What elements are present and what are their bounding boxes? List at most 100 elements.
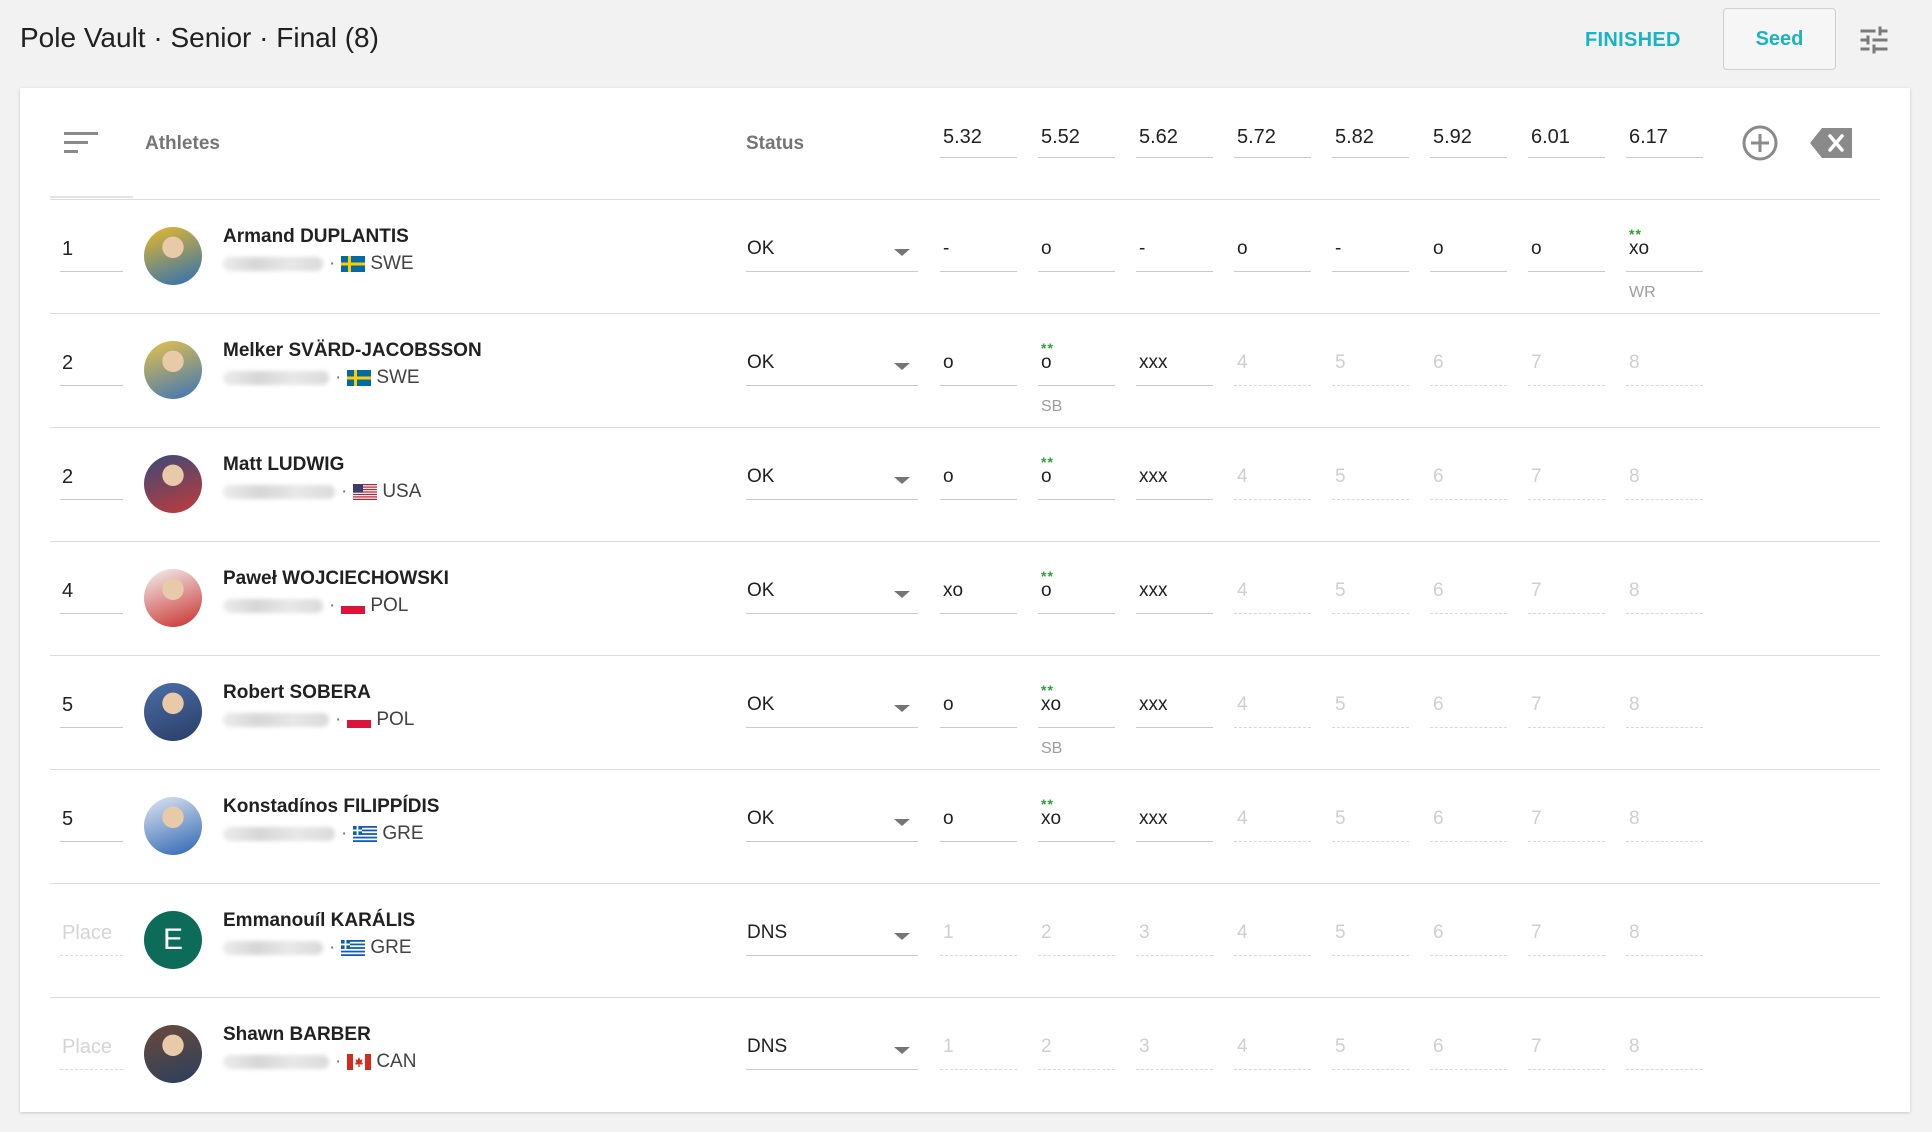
attempt-cell[interactable]: 4 — [1234, 694, 1311, 728]
add-circle-icon[interactable] — [1741, 124, 1779, 162]
attempt-cell[interactable]: 7 — [1528, 694, 1605, 728]
attempt-cell[interactable]: 4 — [1234, 466, 1311, 500]
height-cell[interactable]: 6.01 — [1528, 126, 1605, 158]
attempt-cell[interactable]: o — [940, 466, 1017, 500]
attempt-cell[interactable]: 7 — [1528, 466, 1605, 500]
attempt-cell[interactable]: 3 — [1136, 922, 1213, 956]
attempt-cell[interactable]: 2 — [1038, 922, 1115, 956]
attempt-cell[interactable]: xo — [940, 580, 1017, 614]
attempt-cell[interactable]: o — [1038, 580, 1115, 614]
athlete-name[interactable]: Robert SOBERA — [223, 682, 371, 703]
attempt-cell[interactable]: 1 — [940, 1036, 1017, 1070]
place-input[interactable]: 2 — [60, 352, 123, 386]
attempt-cell[interactable]: - — [1332, 238, 1409, 272]
attempt-cell[interactable]: xxx — [1136, 694, 1213, 728]
height-cell[interactable]: 6.17 — [1626, 126, 1703, 158]
height-cell[interactable]: 5.72 — [1234, 126, 1311, 158]
height-cell[interactable]: 5.32 — [940, 126, 1017, 158]
attempt-cell[interactable]: 1 — [940, 922, 1017, 956]
attempt-cell[interactable]: 7 — [1528, 922, 1605, 956]
attempt-cell[interactable]: o — [1038, 238, 1115, 272]
attempt-cell[interactable]: 5 — [1332, 466, 1409, 500]
attempt-cell[interactable]: 4 — [1234, 922, 1311, 956]
status-select[interactable]: OK — [746, 352, 918, 386]
attempt-cell[interactable]: o — [1430, 238, 1507, 272]
attempt-cell[interactable]: 4 — [1234, 1036, 1311, 1070]
status-select[interactable]: DNS — [746, 922, 918, 956]
status-select[interactable]: OK — [746, 580, 918, 614]
tune-icon[interactable] — [1856, 22, 1892, 58]
attempt-cell[interactable]: 7 — [1528, 1036, 1605, 1070]
attempt-cell[interactable]: o — [940, 694, 1017, 728]
attempt-cell[interactable]: o — [940, 352, 1017, 386]
place-input[interactable]: 4 — [60, 580, 123, 614]
attempt-cell[interactable]: 6 — [1430, 808, 1507, 842]
place-input[interactable]: Place — [60, 922, 123, 956]
attempt-cell[interactable]: 8 — [1626, 922, 1703, 956]
seed-button[interactable]: Seed — [1723, 8, 1836, 70]
attempt-cell[interactable]: 6 — [1430, 466, 1507, 500]
athlete-name[interactable]: Melker SVÄRD-JACOBSSON — [223, 340, 482, 361]
attempt-cell[interactable]: 8 — [1626, 466, 1703, 500]
attempt-cell[interactable]: xo — [1038, 694, 1115, 728]
attempt-cell[interactable]: 8 — [1626, 694, 1703, 728]
attempt-cell[interactable]: - — [1136, 238, 1213, 272]
backspace-icon[interactable] — [1810, 126, 1854, 160]
attempt-cell[interactable]: xxx — [1136, 580, 1213, 614]
height-cell[interactable]: 5.62 — [1136, 126, 1213, 158]
height-cell[interactable]: 5.52 — [1038, 126, 1115, 158]
athlete-name[interactable]: Emmanouíl KARÁLIS — [223, 910, 416, 931]
height-cell[interactable]: 5.92 — [1430, 126, 1507, 158]
attempt-cell[interactable]: 8 — [1626, 808, 1703, 842]
attempt-cell[interactable]: 5 — [1332, 580, 1409, 614]
attempt-cell[interactable]: 8 — [1626, 1036, 1703, 1070]
attempt-cell[interactable]: 2 — [1038, 1036, 1115, 1070]
attempt-cell[interactable]: 7 — [1528, 580, 1605, 614]
attempt-cell[interactable]: 4 — [1234, 808, 1311, 842]
attempt-cell[interactable]: 5 — [1332, 808, 1409, 842]
attempt-cell[interactable]: xo — [1038, 808, 1115, 842]
attempt-cell[interactable]: 5 — [1332, 352, 1409, 386]
athlete-name[interactable]: Armand DUPLANTIS — [223, 226, 409, 247]
status-select[interactable]: OK — [746, 808, 918, 842]
attempt-cell[interactable]: 4 — [1234, 580, 1311, 614]
place-input[interactable]: 5 — [60, 808, 123, 842]
attempt-cell[interactable]: 6 — [1430, 922, 1507, 956]
attempt-cell[interactable]: o — [1234, 238, 1311, 272]
status-select[interactable]: OK — [746, 238, 918, 272]
athlete-name[interactable]: Paweł WOJCIECHOWSKI — [223, 568, 449, 589]
attempt-cell[interactable]: 6 — [1430, 694, 1507, 728]
attempt-cell[interactable]: 4 — [1234, 352, 1311, 386]
attempt-cell[interactable]: 8 — [1626, 352, 1703, 386]
athlete-name[interactable]: Shawn BARBER — [223, 1024, 371, 1045]
height-cell[interactable]: 5.82 — [1332, 126, 1409, 158]
attempt-cell[interactable]: 6 — [1430, 580, 1507, 614]
attempt-cell[interactable]: 7 — [1528, 352, 1605, 386]
athlete-name[interactable]: Konstadínos FILIPPÍDIS — [223, 796, 440, 817]
attempt-cell[interactable]: o — [1038, 352, 1115, 386]
attempt-cell[interactable]: o — [1528, 238, 1605, 272]
sort-icon[interactable] — [64, 130, 100, 156]
attempt-cell[interactable]: xxx — [1136, 808, 1213, 842]
attempt-cell[interactable]: 7 — [1528, 808, 1605, 842]
place-input[interactable]: Place — [60, 1036, 123, 1070]
status-select[interactable]: OK — [746, 466, 918, 500]
attempt-cell[interactable]: 3 — [1136, 1036, 1213, 1070]
place-input[interactable]: 5 — [60, 694, 123, 728]
attempt-cell[interactable]: xxx — [1136, 466, 1213, 500]
attempt-cell[interactable]: 8 — [1626, 580, 1703, 614]
attempt-cell[interactable]: 5 — [1332, 694, 1409, 728]
status-select[interactable]: DNS — [746, 1036, 918, 1070]
status-select[interactable]: OK — [746, 694, 918, 728]
athlete-name[interactable]: Matt LUDWIG — [223, 454, 345, 475]
attempt-cell[interactable]: 5 — [1332, 1036, 1409, 1070]
attempt-cell[interactable]: xo — [1626, 238, 1703, 272]
attempt-cell[interactable]: 6 — [1430, 1036, 1507, 1070]
attempt-cell[interactable]: o — [940, 808, 1017, 842]
attempt-cell[interactable]: - — [940, 238, 1017, 272]
place-input[interactable]: 1 — [60, 238, 123, 272]
attempt-cell[interactable]: xxx — [1136, 352, 1213, 386]
attempt-cell[interactable]: 6 — [1430, 352, 1507, 386]
attempt-cell[interactable]: o — [1038, 466, 1115, 500]
attempt-cell[interactable]: 5 — [1332, 922, 1409, 956]
